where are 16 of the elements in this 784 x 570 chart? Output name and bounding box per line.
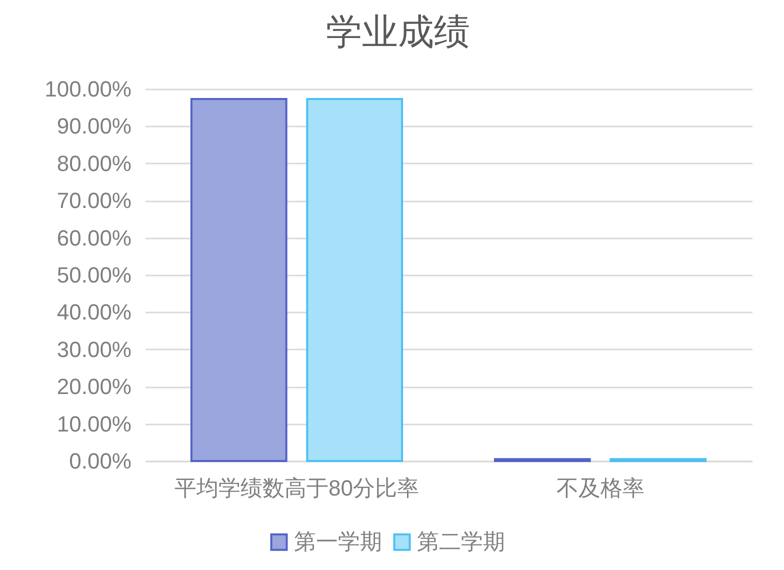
y-tick-label: 10.00% <box>56 411 132 436</box>
y-tick-label: 80.00% <box>56 150 132 176</box>
y-tick-label: 90.00% <box>56 114 132 139</box>
chart-title: 学业成绩 <box>326 11 470 52</box>
y-tick-label: 70.00% <box>56 188 132 214</box>
y-tick-label: 60.00% <box>56 225 132 250</box>
y-tick-label: 0.00% <box>69 448 132 474</box>
x-tick-label: 不及格率 <box>556 476 644 500</box>
y-tick-label: 30.00% <box>56 336 132 362</box>
y-tick-label: 50.00% <box>56 262 132 288</box>
legend-label: 第一学期 <box>294 529 382 554</box>
y-tick-label: 20.00% <box>56 374 132 400</box>
legend-label: 第二学期 <box>417 529 505 554</box>
y-tick-label: 40.00% <box>56 300 132 325</box>
y-tick-label: 100.00% <box>44 76 132 102</box>
x-tick-label: 平均学绩数高于80分比率 <box>174 476 419 500</box>
